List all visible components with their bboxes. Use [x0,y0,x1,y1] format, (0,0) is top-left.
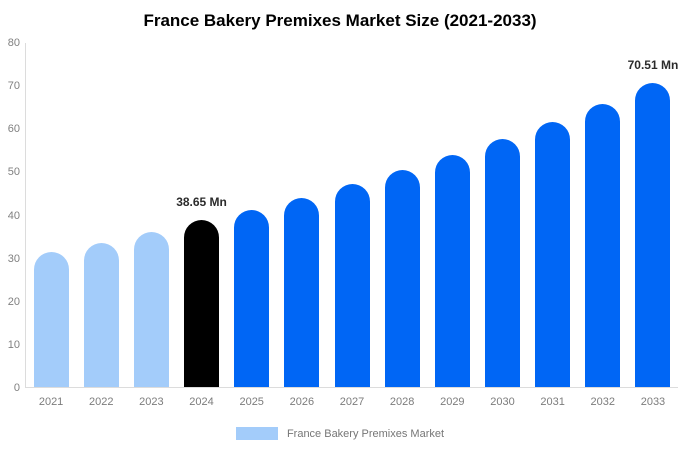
plot-area: 2021 2022 2023 38.65 Mn 2024 2025 2026 2027 2028… [25,43,679,408]
legend-item[interactable]: France Bakery Premixes Market [0,427,680,440]
bar-slot-2029: 2029 [427,43,477,408]
x-tick-label-2028: 2028 [389,396,415,408]
x-tick-label-2021: 2021 [38,396,64,408]
y-tick-label-60: 60 [7,123,20,136]
x-tick-label-2029: 2029 [440,396,465,408]
legend-label: France Bakery Premixes Market [286,427,445,440]
bar-2027[interactable] [334,184,370,387]
y-tick-label-0: 0 [13,382,20,394]
chart-title: France Bakery Premixes Market Size (2021… [143,11,537,30]
bar-2028[interactable] [384,170,420,387]
y-tick-label-70: 70 [7,80,20,93]
y-tick-label-20: 20 [7,295,20,308]
x-tick-label-2033: 2033 [640,396,666,408]
x-tick-label-2022: 2022 [88,396,114,408]
bar-slot-2025: 2025 [227,43,277,408]
bar-2021[interactable] [33,252,69,387]
x-tick-label-2027: 2027 [339,396,365,408]
bar-slot-2023: 2023 [126,43,176,408]
legend-swatch-icon [235,427,278,440]
bar-2025[interactable] [234,209,270,387]
bar-slot-2026: 2026 [277,43,327,408]
x-tick-label-2026: 2026 [289,396,315,408]
y-axis: 0 10 20 30 40 50 60 70 80 [0,37,20,394]
x-tick-label-2031: 2031 [540,396,565,408]
bar-2023[interactable] [133,231,169,387]
y-tick-label-40: 40 [7,209,20,222]
bar-2030[interactable] [484,139,520,387]
value-label-2033: 70.51 Mn [627,57,679,72]
bar-slot-2030: 2030 [477,43,527,408]
bar-2026[interactable] [284,197,320,387]
bar-slot-2033: 70.51 Mn 2033 [627,43,679,408]
x-tick-label-2024: 2024 [189,396,214,408]
bar-slot-2021: 2021 [26,43,76,408]
x-tick-label-2025: 2025 [239,396,264,408]
bar-slot-2022: 2022 [76,43,126,408]
bar-2022[interactable] [83,242,119,387]
bar-slot-2032: 2032 [578,43,628,408]
y-tick-label-10: 10 [7,338,20,351]
value-label-2024: 38.65 Mn [176,195,227,210]
x-tick-label-2023: 2023 [139,396,164,408]
bar-2032[interactable] [585,104,621,387]
bar-2024[interactable] [184,220,220,387]
bar-2031[interactable] [535,122,571,387]
bar-2029[interactable] [434,155,470,387]
bar-slot-2031: 2031 [528,43,578,408]
x-tick-label-2032: 2032 [590,396,616,408]
y-tick-label-50: 50 [7,166,20,179]
bar-slot-2024: 38.65 Mn 2024 [176,43,227,408]
y-tick-label-80: 80 [7,37,20,49]
bar-slot-2028: 2028 [377,43,427,408]
y-tick-label-30: 30 [7,252,20,265]
x-tick-label-2030: 2030 [490,396,515,408]
bars-container: 2021 2022 2023 38.65 Mn 2024 2025 2026 2027 2028… [26,43,679,408]
bar-slot-2027: 2027 [327,43,377,408]
bar-2033[interactable] [635,82,671,387]
